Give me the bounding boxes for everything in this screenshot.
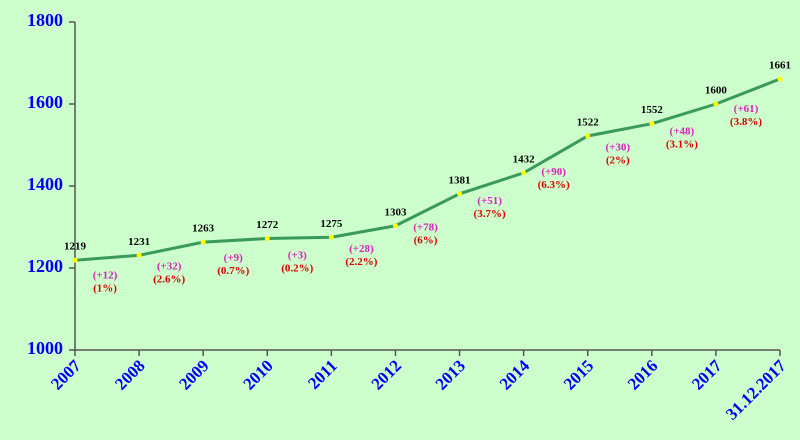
value-label: 1522 bbox=[577, 117, 600, 129]
percent-label: (2.6%) bbox=[153, 273, 185, 285]
data-point bbox=[585, 133, 591, 139]
percent-label: (3.8%) bbox=[730, 116, 762, 128]
change-label: (+32) bbox=[157, 260, 182, 272]
value-label: 1275 bbox=[320, 218, 343, 230]
value-label: 1219 bbox=[64, 241, 87, 253]
x-tick-label: 2011 bbox=[304, 356, 341, 393]
change-label: (+90) bbox=[541, 166, 566, 178]
percent-label: (3.1%) bbox=[666, 138, 698, 150]
data-point bbox=[392, 223, 398, 229]
data-point bbox=[200, 239, 206, 245]
value-label: 1661 bbox=[769, 60, 791, 72]
data-point bbox=[777, 76, 783, 82]
change-label: (+9) bbox=[224, 252, 243, 264]
x-tick-label: 2016 bbox=[624, 356, 661, 393]
data-point bbox=[521, 170, 527, 176]
percent-label: (0.7%) bbox=[217, 265, 249, 277]
y-tick-label: 1600 bbox=[27, 92, 63, 112]
value-label: 1552 bbox=[641, 104, 664, 116]
value-label: 1600 bbox=[705, 85, 728, 97]
percent-label: (0.2%) bbox=[281, 262, 313, 274]
change-label: (+51) bbox=[477, 195, 502, 207]
change-label: (+28) bbox=[349, 243, 374, 255]
value-label: 1231 bbox=[128, 236, 150, 248]
percent-label: (3.7%) bbox=[474, 208, 506, 220]
percent-label: (6%) bbox=[414, 234, 438, 246]
x-tick-label: 2017 bbox=[688, 356, 726, 394]
data-point bbox=[457, 191, 463, 197]
x-tick-label: 2015 bbox=[560, 356, 597, 393]
percent-label: (2.2%) bbox=[345, 256, 377, 268]
change-label: (+30) bbox=[605, 141, 630, 153]
percent-label: (2%) bbox=[606, 154, 630, 166]
percent-label: (1%) bbox=[93, 282, 117, 294]
data-point bbox=[72, 257, 78, 263]
value-label: 1263 bbox=[192, 223, 215, 235]
change-label: (+78) bbox=[413, 221, 438, 233]
x-tick-label: 2012 bbox=[368, 356, 405, 393]
data-point bbox=[328, 234, 334, 240]
y-tick-label: 1000 bbox=[27, 338, 63, 358]
x-tick-label: 2008 bbox=[111, 356, 148, 393]
value-label: 1272 bbox=[256, 219, 279, 231]
change-label: (+61) bbox=[734, 103, 759, 115]
data-point bbox=[649, 121, 655, 127]
value-label: 1381 bbox=[449, 174, 471, 186]
y-tick-label: 1800 bbox=[27, 10, 63, 30]
x-tick-label: 31.12.2017 bbox=[722, 356, 790, 424]
y-tick-label: 1400 bbox=[27, 174, 63, 194]
x-tick-label: 2010 bbox=[239, 356, 276, 393]
x-tick-label: 2013 bbox=[432, 356, 469, 393]
data-point bbox=[136, 252, 142, 258]
x-tick-label: 2014 bbox=[496, 356, 534, 394]
data-point bbox=[264, 235, 270, 241]
x-tick-label: 2007 bbox=[47, 356, 85, 394]
value-label: 1432 bbox=[513, 153, 536, 165]
percent-label: (6.3%) bbox=[538, 179, 570, 191]
change-label: (+3) bbox=[288, 249, 307, 261]
change-label: (+12) bbox=[93, 269, 118, 281]
value-label: 1303 bbox=[384, 206, 407, 218]
y-tick-label: 1200 bbox=[27, 256, 63, 276]
data-line bbox=[74, 77, 781, 262]
data-point bbox=[713, 101, 719, 107]
change-label: (+48) bbox=[670, 125, 695, 137]
x-tick-label: 2009 bbox=[175, 356, 212, 393]
